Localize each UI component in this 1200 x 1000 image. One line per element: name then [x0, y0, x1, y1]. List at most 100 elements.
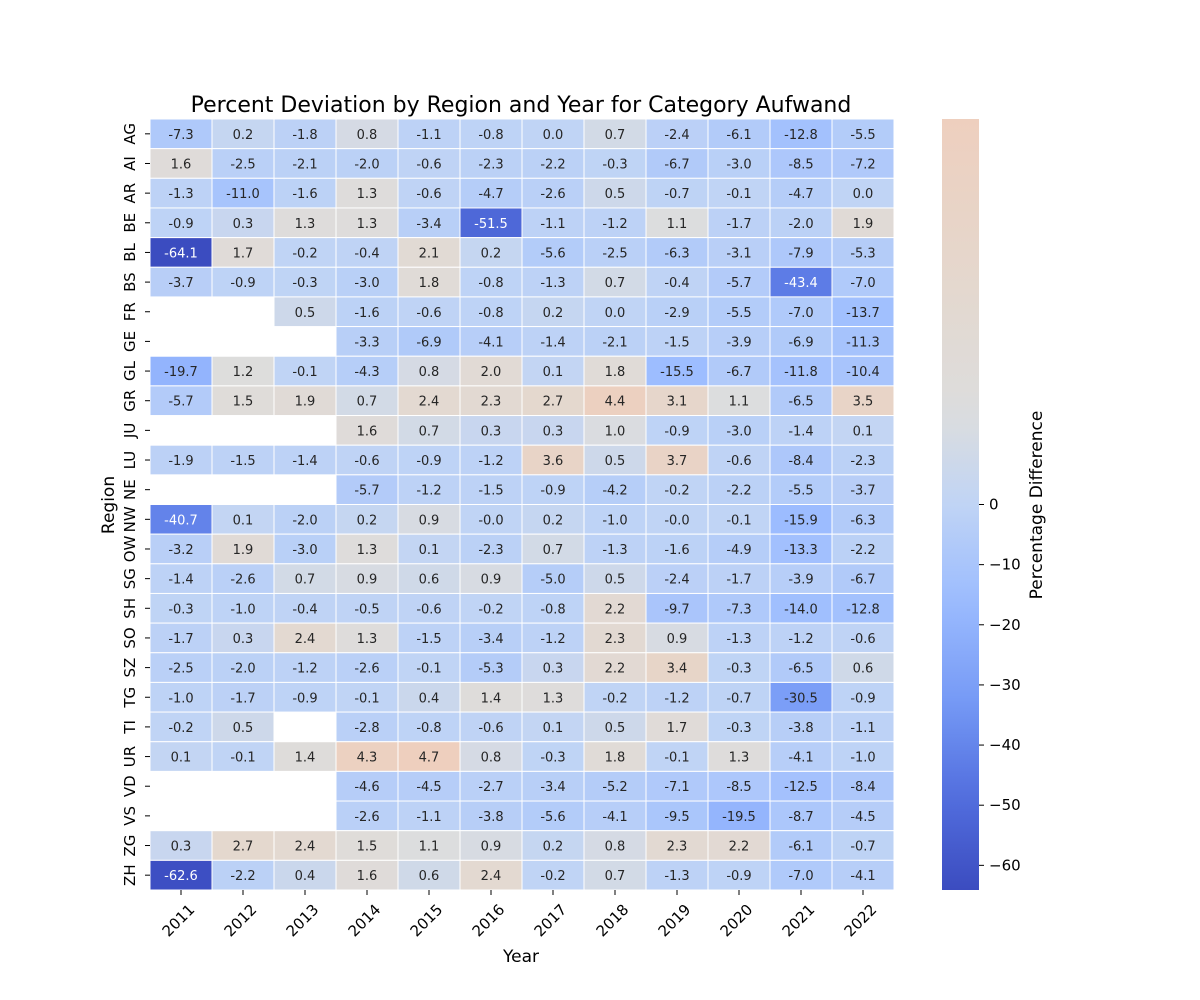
heatmap-cell: [149, 681, 213, 713]
cell-value-label: 1.6: [357, 424, 378, 439]
cell-value-label: -40.7: [164, 513, 198, 528]
cell-value-label: -0.1: [664, 751, 689, 766]
cell-value-label: 0.3: [543, 424, 564, 439]
cell-value-label: -7.3: [726, 602, 751, 617]
cell-value-label: -4.1: [788, 751, 813, 766]
heatmap-cell: [831, 859, 895, 891]
cell-value-label: -1.1: [416, 128, 441, 143]
heatmap-cell: [645, 207, 709, 239]
cell-value-label: -0.6: [478, 721, 503, 736]
colorbar-tick-label: 0: [989, 496, 999, 514]
heatmap-cell: [211, 681, 275, 713]
heatmap-cell: [521, 415, 585, 446]
heatmap-cell: [645, 385, 709, 417]
cell-value-label: -6.5: [788, 395, 813, 410]
cell-value-label: -11.0: [226, 187, 260, 202]
heatmap-cell: [273, 622, 337, 654]
cell-value-label: -6.5: [788, 662, 813, 677]
heatmap-cell: [521, 355, 585, 387]
heatmap-cell: [211, 444, 275, 476]
heatmap-cell: [769, 504, 833, 535]
heatmap-cell: [645, 266, 709, 298]
cell-value-label: 1.4: [295, 751, 316, 766]
heatmap-cell: [645, 355, 709, 387]
cell-value-label: 0.5: [233, 721, 254, 736]
cell-value-label: 1.2: [233, 365, 254, 380]
cell-value-label: 4.4: [605, 395, 626, 410]
heatmap-cell: [769, 533, 833, 565]
cell-value-label: -6.1: [788, 840, 813, 855]
cell-value-label: -2.3: [850, 454, 875, 469]
heatmap-cell: [645, 711, 709, 743]
x-tick-label: 2011: [159, 901, 199, 941]
heatmap-cell: [769, 711, 833, 743]
heatmap-cell: [769, 207, 833, 239]
heatmap-cell: [397, 681, 461, 713]
heatmap-cell: [521, 148, 585, 179]
cell-value-label: -62.6: [164, 869, 198, 884]
cell-value-label: -7.3: [168, 128, 193, 143]
heatmap-cell: [397, 741, 461, 772]
cell-value-label: -10.4: [846, 365, 880, 380]
cell-value-label: -0.4: [664, 276, 689, 291]
cell-value-label: -14.0: [784, 602, 818, 617]
y-tick-label: GL: [121, 360, 139, 381]
x-axis-ticks: 2011 2012 2013 2014 2015 2016 2017 2018 2019 2020…: [159, 890, 880, 941]
cell-value-label: 0.2: [233, 128, 254, 143]
cell-value-label: -1.2: [788, 632, 813, 647]
cell-value-label: -0.0: [664, 513, 689, 528]
cell-value-label: -0.6: [416, 157, 441, 172]
heatmap-cell: [273, 859, 337, 891]
cell-value-label: 2.4: [481, 869, 502, 884]
cell-value-label: 3.7: [667, 454, 688, 469]
cell-value-label: -6.3: [664, 246, 689, 261]
heatmap-cell: [521, 444, 585, 476]
heatmap-cell: [583, 770, 647, 802]
cell-value-label: -4.1: [478, 335, 503, 350]
cell-value-label: -7.9: [788, 246, 813, 261]
cell-value-label: -0.6: [354, 454, 379, 469]
cell-value-label: -2.0: [230, 662, 255, 677]
heatmap-cell: [459, 148, 523, 179]
cell-value-label: -7.1: [664, 780, 689, 795]
heatmap-cell: [707, 592, 771, 624]
cell-value-label: -11.3: [846, 335, 880, 350]
heatmap-cell: [645, 563, 709, 594]
cell-value-label: 3.1: [667, 395, 688, 410]
heatmap-cell: [831, 592, 895, 624]
heatmap-cell: [831, 741, 895, 772]
cell-value-label: 1.5: [233, 395, 254, 410]
heatmap-cell: [335, 444, 399, 476]
cell-value-label: 2.4: [295, 632, 316, 647]
y-tick-label: BE: [121, 213, 139, 233]
heatmap-cell: [335, 563, 399, 594]
cell-value-label: 2.3: [481, 395, 502, 410]
heatmap-cell: [397, 148, 461, 179]
heatmap-cell: [583, 296, 647, 328]
heatmap-cell: [645, 474, 709, 506]
cell-value-label: -7.2: [850, 157, 875, 172]
heatmap-cell: [211, 859, 275, 891]
cell-value-label: 1.9: [295, 395, 316, 410]
cell-value-label: -0.2: [664, 484, 689, 499]
cell-value-label: -4.9: [726, 543, 751, 558]
cell-value-label: 0.7: [357, 395, 378, 410]
cell-value-label: -5.5: [788, 484, 813, 499]
heatmap-cell: [645, 652, 709, 683]
cell-value-label: -7.0: [788, 306, 813, 321]
cell-value-label: -4.1: [602, 810, 627, 825]
cell-value-label: -1.4: [788, 424, 813, 439]
cell-value-label: -2.4: [664, 573, 689, 588]
heatmap-cells: -7.3 0.2 -1.8 0.8 -1.1 -0.8 0.0 0.7 -2.4 -6.1 -12.…: [149, 118, 895, 891]
cell-value-label: -6.9: [416, 335, 441, 350]
x-tick-label: 2018: [593, 901, 633, 941]
heatmap-cell: [769, 237, 833, 268]
cell-value-label: -3.2: [168, 543, 193, 558]
heatmap-cell: [211, 711, 275, 743]
heatmap-cell: [645, 622, 709, 654]
heatmap-cell: [831, 533, 895, 565]
heatmap-cell: [521, 296, 585, 328]
cell-value-label: 1.8: [605, 751, 626, 766]
chart-title: Percent Deviation by Region and Year for…: [191, 93, 852, 118]
cell-value-label: -2.0: [354, 157, 379, 172]
